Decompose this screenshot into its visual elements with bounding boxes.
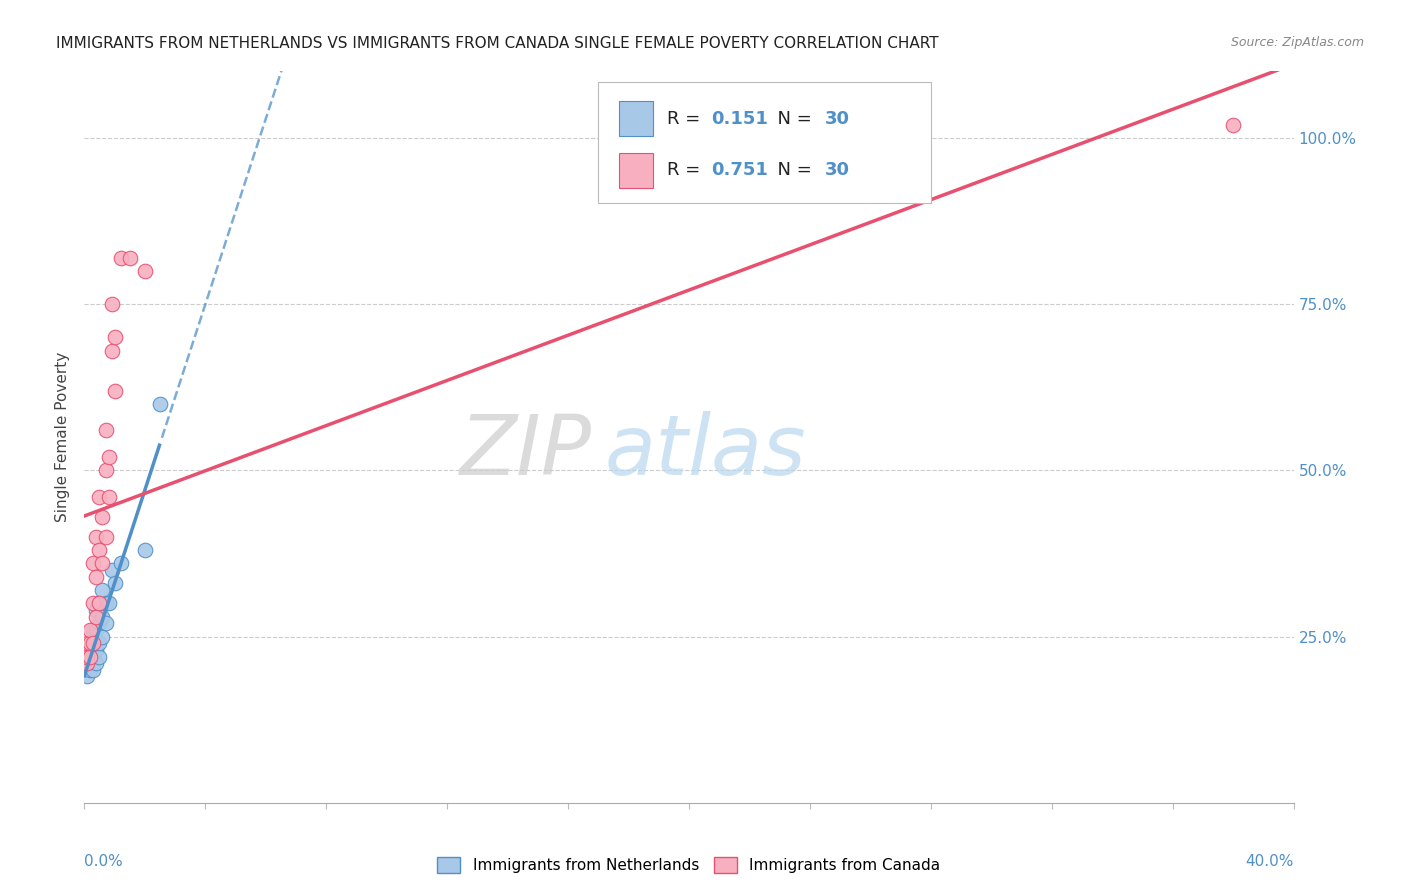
Point — [76, 636, 98, 650]
Point — [97, 596, 120, 610]
Point — [86, 530, 108, 544]
Text: atlas: atlas — [605, 411, 806, 492]
Text: 0.751: 0.751 — [710, 161, 768, 179]
Text: 0.0%: 0.0% — [84, 854, 124, 869]
Point — [76, 649, 98, 664]
Point — [76, 656, 98, 670]
FancyBboxPatch shape — [619, 153, 652, 187]
Point — [91, 630, 114, 644]
FancyBboxPatch shape — [619, 102, 652, 136]
Point — [89, 636, 111, 650]
Point — [86, 609, 108, 624]
Text: IMMIGRANTS FROM NETHERLANDS VS IMMIGRANTS FROM CANADA SINGLE FEMALE POVERTY CORR: IMMIGRANTS FROM NETHERLANDS VS IMMIGRANT… — [56, 36, 939, 51]
Point — [104, 576, 127, 591]
FancyBboxPatch shape — [599, 82, 931, 203]
Point — [82, 557, 104, 571]
Point — [94, 424, 117, 438]
Point — [76, 656, 98, 670]
Point — [110, 557, 132, 571]
Point — [79, 649, 101, 664]
Point — [82, 636, 104, 650]
Point — [104, 330, 127, 344]
Point — [89, 490, 111, 504]
Point — [79, 656, 101, 670]
Point — [118, 251, 141, 265]
Text: N =: N = — [766, 110, 818, 128]
Point — [89, 616, 111, 631]
Text: R =: R = — [668, 161, 706, 179]
Point — [86, 623, 108, 637]
Text: R =: R = — [668, 110, 706, 128]
Point — [94, 616, 117, 631]
Text: 30: 30 — [824, 110, 849, 128]
Text: 0.151: 0.151 — [710, 110, 768, 128]
Point — [86, 570, 108, 584]
Point — [1222, 118, 1244, 132]
Text: 30: 30 — [824, 161, 849, 179]
Point — [86, 656, 108, 670]
Point — [82, 649, 104, 664]
Point — [79, 663, 101, 677]
Point — [91, 509, 114, 524]
Point — [104, 384, 127, 398]
Point — [134, 543, 156, 558]
Point — [94, 596, 117, 610]
Y-axis label: Single Female Poverty: Single Female Poverty — [55, 352, 70, 522]
Point — [79, 649, 101, 664]
Point — [82, 636, 104, 650]
Point — [76, 669, 98, 683]
Point — [79, 636, 101, 650]
Point — [86, 643, 108, 657]
Text: N =: N = — [766, 161, 818, 179]
Point — [89, 543, 111, 558]
Point — [79, 623, 101, 637]
Point — [91, 609, 114, 624]
Point — [82, 596, 104, 610]
Text: ZIP: ZIP — [460, 411, 592, 492]
Point — [110, 251, 132, 265]
Point — [100, 297, 122, 311]
Point — [89, 596, 111, 610]
Point — [82, 623, 104, 637]
Legend: Immigrants from Netherlands, Immigrants from Canada: Immigrants from Netherlands, Immigrants … — [432, 851, 946, 880]
Point — [76, 643, 98, 657]
Point — [97, 450, 120, 464]
Point — [134, 264, 156, 278]
Point — [94, 463, 117, 477]
Point — [91, 557, 114, 571]
Point — [97, 490, 120, 504]
Point — [79, 643, 101, 657]
Point — [82, 663, 104, 677]
Point — [89, 649, 111, 664]
Point — [100, 563, 122, 577]
Text: Source: ZipAtlas.com: Source: ZipAtlas.com — [1230, 36, 1364, 49]
Point — [86, 603, 108, 617]
Point — [91, 582, 114, 597]
Point — [94, 530, 117, 544]
Text: 40.0%: 40.0% — [1246, 854, 1294, 869]
Point — [149, 397, 172, 411]
Point — [89, 596, 111, 610]
Point — [100, 343, 122, 358]
